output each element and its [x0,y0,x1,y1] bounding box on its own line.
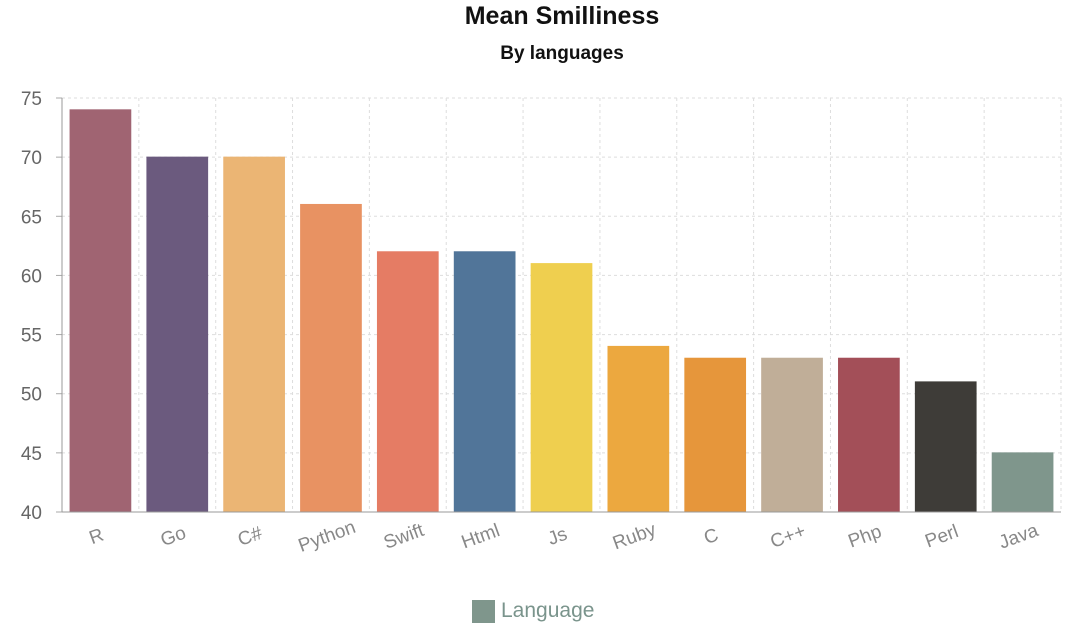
bar-perl[interactable] [914,381,977,513]
bar-go[interactable] [146,156,209,513]
bar-python[interactable] [300,203,362,513]
legend[interactable]: Language [472,599,594,623]
y-tick-label: 50 [21,385,42,406]
legend-swatch [472,599,495,623]
bar-swift[interactable] [376,251,439,513]
bar-r[interactable] [69,109,132,513]
x-tick-label: R [86,525,106,549]
y-tick-label: 65 [21,207,42,228]
x-tick-label: Swift [381,520,428,554]
x-tick-label: Html [459,520,503,553]
y-tick-label: 60 [21,266,42,287]
x-tick-label: C# [235,523,265,551]
bar-java[interactable] [991,452,1054,513]
bar-cpp[interactable] [761,357,823,513]
bar-js[interactable] [530,263,593,513]
chart-subtitle: By languages [500,43,624,64]
x-tick-label: Php [846,521,885,552]
x-tick-label: Ruby [610,519,659,554]
bar-c[interactable] [684,357,747,513]
bar-html[interactable] [453,251,516,513]
axes [56,97,1061,513]
bar-csharp[interactable] [223,156,285,513]
y-tick-label: 55 [21,326,42,347]
y-tick-label: 75 [21,89,42,110]
x-tick-label: Js [545,524,570,550]
chart-title: Mean Smilliness [464,2,660,30]
x-tick-label: C [701,525,721,549]
x-tick-label: Perl [922,521,961,552]
x-tick-label: Python [296,517,359,557]
y-tick-label: 70 [21,148,42,169]
bar-ruby[interactable] [607,345,670,513]
y-tick-label: 45 [21,444,42,465]
y-tick-label: 40 [21,503,42,524]
legend-label: Language [501,599,595,622]
bars [69,109,1054,513]
y-axis-labels: 40 45 50 55 60 65 70 75 [21,89,42,524]
x-axis-labels: R Go C# Python Swift Html Js Ruby C C++ Php Perl Jav… [86,517,1041,557]
x-tick-label: C++ [768,521,809,553]
x-tick-label: Go [158,523,189,551]
x-tick-label: Java [996,520,1041,554]
bar-php[interactable] [838,357,900,513]
